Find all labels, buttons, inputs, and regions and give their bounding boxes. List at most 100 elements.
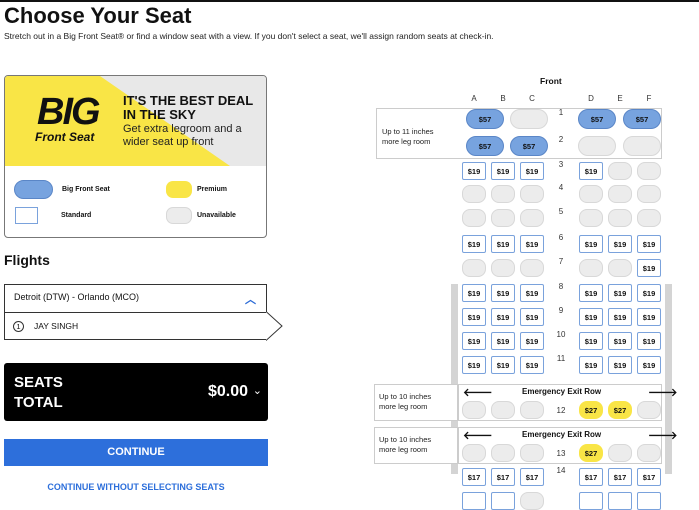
chevron-up-icon[interactable]: ︿ bbox=[245, 294, 256, 306]
seat-9E[interactable]: $19 bbox=[608, 308, 632, 326]
seat-14A[interactable]: $17 bbox=[462, 468, 486, 486]
row-number: 11 bbox=[556, 354, 566, 363]
seat-5C bbox=[520, 209, 544, 227]
exit-row-box bbox=[458, 384, 662, 421]
seat-10D[interactable]: $19 bbox=[579, 332, 603, 350]
seat-9C[interactable]: $19 bbox=[520, 308, 544, 326]
seat-6A[interactable]: $19 bbox=[462, 235, 486, 253]
row-number: 12 bbox=[556, 406, 566, 415]
big-front-seat-promo: BIG Front Seat IT'S THE BEST DEAL IN THE… bbox=[4, 75, 267, 238]
seat-3D[interactable]: $19 bbox=[579, 162, 603, 180]
row-number: 6 bbox=[558, 233, 564, 242]
seats-total-amount: $0.00 bbox=[207, 383, 248, 400]
seat-7B bbox=[491, 259, 515, 277]
seat-5D bbox=[579, 209, 603, 227]
seat-13C bbox=[520, 444, 544, 462]
seat-9F[interactable]: $19 bbox=[637, 308, 661, 326]
legend-standard-label: Standard bbox=[61, 212, 92, 219]
seat-11A[interactable]: $19 bbox=[462, 356, 486, 374]
seat-5E bbox=[608, 209, 632, 227]
seat-15F[interactable] bbox=[637, 492, 661, 510]
seat-10F[interactable]: $19 bbox=[637, 332, 661, 350]
seat-14F[interactable]: $17 bbox=[637, 468, 661, 486]
seat-11F[interactable]: $19 bbox=[637, 356, 661, 374]
seat-7F[interactable]: $19 bbox=[637, 259, 661, 277]
seat-6F[interactable]: $19 bbox=[637, 235, 661, 253]
seat-11B[interactable]: $19 bbox=[491, 356, 515, 374]
seat-15B[interactable] bbox=[491, 492, 515, 510]
arrow-left-icon: 🡐 bbox=[463, 430, 493, 442]
fuselage-left-wall bbox=[451, 284, 458, 474]
seat-1D[interactable]: $57 bbox=[578, 109, 616, 129]
arrow-left-icon: 🡐 bbox=[463, 387, 493, 399]
seat-14D[interactable]: $17 bbox=[579, 468, 603, 486]
seat-11C[interactable]: $19 bbox=[520, 356, 544, 374]
seat-9D[interactable]: $19 bbox=[579, 308, 603, 326]
seat-6C[interactable]: $19 bbox=[520, 235, 544, 253]
seat-13A bbox=[462, 444, 486, 462]
seat-6E[interactable]: $19 bbox=[608, 235, 632, 253]
seat-10A[interactable]: $19 bbox=[462, 332, 486, 350]
legend-big-label: Big Front Seat bbox=[62, 186, 110, 193]
seat-5F bbox=[637, 209, 661, 227]
seat-5A bbox=[462, 209, 486, 227]
seat-3A[interactable]: $19 bbox=[462, 162, 486, 180]
row-number: 8 bbox=[558, 282, 564, 291]
front-label: Front bbox=[540, 76, 562, 86]
continue-button[interactable]: CONTINUE bbox=[4, 439, 268, 466]
seat-15A[interactable] bbox=[462, 492, 486, 510]
seat-8D[interactable]: $19 bbox=[579, 284, 603, 302]
seat-2A[interactable]: $57 bbox=[466, 136, 504, 156]
seat-7C bbox=[520, 259, 544, 277]
passenger-row[interactable]: 1 JAY SINGH bbox=[4, 312, 267, 340]
seat-15E[interactable] bbox=[608, 492, 632, 510]
page-title: Choose Your Seat bbox=[4, 3, 192, 28]
seat-14B[interactable]: $17 bbox=[491, 468, 515, 486]
row-number: 4 bbox=[558, 183, 564, 192]
chevron-down-icon[interactable]: ⌄ bbox=[252, 385, 262, 397]
passenger-number: 1 bbox=[13, 321, 24, 332]
seat-12A bbox=[462, 401, 486, 419]
seat-10E[interactable]: $19 bbox=[608, 332, 632, 350]
big-logo: BIG bbox=[37, 91, 101, 133]
seat-6D[interactable]: $19 bbox=[579, 235, 603, 253]
seat-11D[interactable]: $19 bbox=[579, 356, 603, 374]
seat-8E[interactable]: $19 bbox=[608, 284, 632, 302]
seat-1F[interactable]: $57 bbox=[623, 109, 661, 129]
seat-3C[interactable]: $19 bbox=[520, 162, 544, 180]
legend-big-swatch bbox=[14, 180, 53, 199]
seat-4C bbox=[520, 185, 544, 203]
seat-8A[interactable]: $19 bbox=[462, 284, 486, 302]
seat-12E[interactable]: $27 bbox=[608, 401, 632, 419]
seat-8C[interactable]: $19 bbox=[520, 284, 544, 302]
seat-8B[interactable]: $19 bbox=[491, 284, 515, 302]
column-header-A: A bbox=[471, 94, 477, 103]
seat-10B[interactable]: $19 bbox=[491, 332, 515, 350]
seat-12F bbox=[637, 401, 661, 419]
seat-1A[interactable]: $57 bbox=[466, 109, 504, 129]
seat-15D[interactable] bbox=[579, 492, 603, 510]
passenger-name: JAY SINGH bbox=[34, 321, 79, 331]
seat-13D[interactable]: $27 bbox=[579, 444, 603, 462]
seat-14E[interactable]: $17 bbox=[608, 468, 632, 486]
legend-unavailable-swatch bbox=[166, 207, 192, 224]
seat-12D[interactable]: $27 bbox=[579, 401, 603, 419]
seat-2C[interactable]: $57 bbox=[510, 136, 548, 156]
seat-14C[interactable]: $17 bbox=[520, 468, 544, 486]
seat-11E[interactable]: $19 bbox=[608, 356, 632, 374]
flight-selector[interactable]: Detroit (DTW) - Orlando (MCO) ︿ bbox=[4, 284, 267, 312]
seat-9A[interactable]: $19 bbox=[462, 308, 486, 326]
continue-without-seats-link[interactable]: CONTINUE WITHOUT SELECTING SEATS bbox=[47, 482, 225, 492]
seat-4B bbox=[491, 185, 515, 203]
seat-8F[interactable]: $19 bbox=[637, 284, 661, 302]
seats-total[interactable]: SEATS TOTAL $0.00 ⌄ bbox=[4, 363, 268, 421]
row-number: 13 bbox=[556, 449, 566, 458]
seat-7A bbox=[462, 259, 486, 277]
seat-9B[interactable]: $19 bbox=[491, 308, 515, 326]
seat-10C[interactable]: $19 bbox=[520, 332, 544, 350]
seat-6B[interactable]: $19 bbox=[491, 235, 515, 253]
column-header-D: D bbox=[588, 94, 594, 103]
seat-4A bbox=[462, 185, 486, 203]
seat-3B[interactable]: $19 bbox=[491, 162, 515, 180]
seat-7E bbox=[608, 259, 632, 277]
